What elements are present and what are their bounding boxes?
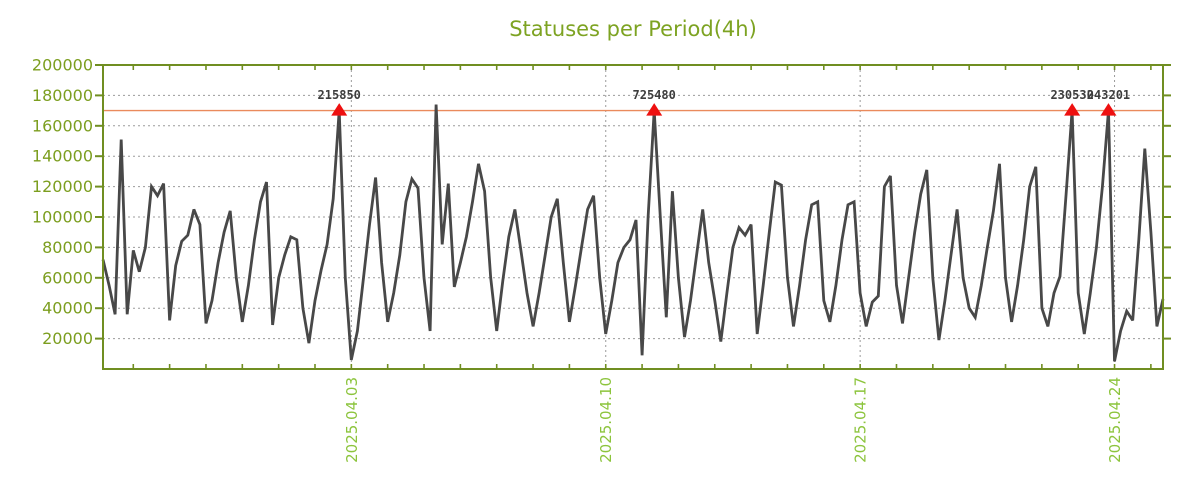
peak-value-label: 243201 [1087, 88, 1130, 102]
peak-marker-triangle [1064, 103, 1081, 116]
y-tick-label: 80000 [42, 238, 93, 257]
data-line [101, 104, 1165, 362]
peak-value-label: 725480 [633, 88, 676, 102]
y-tick-label: 200000 [32, 56, 93, 75]
y-tick-label: 60000 [42, 268, 93, 287]
peak-value-label: 230530 [1050, 88, 1093, 102]
chart-title: Statuses per Period(4h) [509, 17, 757, 41]
y-tick-label: 160000 [32, 116, 93, 135]
x-tick-label: 2025.04.03 [343, 377, 361, 463]
plot-area: 20000 40000 60000 80000 100000 120000 140000 16… [32, 56, 1171, 463]
y-tick-label: 140000 [32, 147, 93, 166]
y-tick-label: 40000 [42, 299, 93, 318]
y-tick-label: 120000 [32, 177, 93, 196]
peak-value-label: 215850 [318, 88, 361, 102]
x-tick-label: 2025.04.17 [852, 377, 870, 463]
peak-marker-triangle [646, 103, 663, 116]
y-tick-label: 20000 [42, 329, 93, 348]
x-tick-label: 2025.04.10 [597, 377, 615, 463]
x-tick-label: 2025.04.24 [1106, 377, 1124, 463]
peak-marker-triangle [331, 103, 348, 116]
y-tick-label: 100000 [32, 208, 93, 227]
y-tick-label: 180000 [32, 86, 93, 105]
peak-marker-triangle [1100, 103, 1117, 116]
